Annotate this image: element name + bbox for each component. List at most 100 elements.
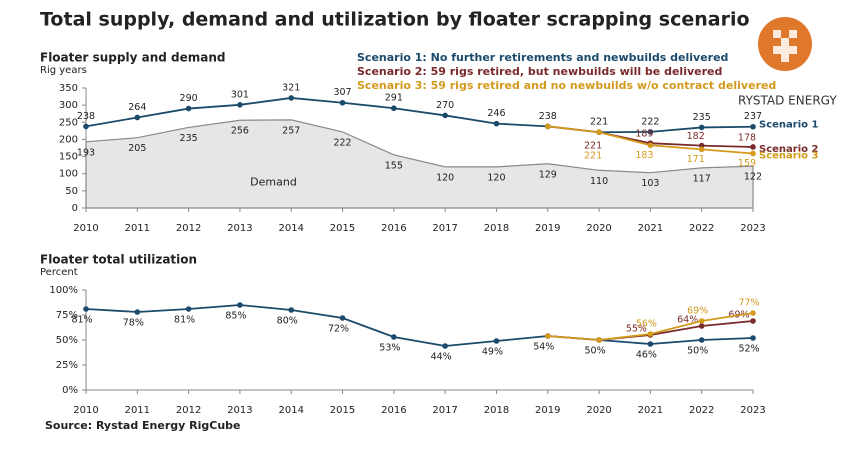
data-label: 81% <box>174 315 195 326</box>
point <box>544 123 551 130</box>
point <box>442 112 448 119</box>
point <box>185 105 192 112</box>
data-label: 50% <box>585 346 606 357</box>
y-tick-label: 50% <box>56 335 78 346</box>
point <box>596 337 602 343</box>
data-label: 122 <box>744 172 762 183</box>
data-label: 50% <box>687 346 708 357</box>
line <box>85 304 754 347</box>
point <box>237 102 243 108</box>
x-tick-label: 2011 <box>125 223 150 234</box>
x-tick-label: 2022 <box>689 405 714 416</box>
point <box>391 105 397 112</box>
point <box>339 99 346 106</box>
chart-title: Floater total utilization <box>40 253 197 267</box>
x-tick-label: 2010 <box>73 405 98 416</box>
data-label: 291 <box>385 93 403 104</box>
data-label: 49% <box>482 347 503 358</box>
x-tick-label: 2017 <box>432 223 457 234</box>
main-title: Total supply, demand and utilization by … <box>40 9 750 31</box>
x-tick-label: 2023 <box>740 223 765 234</box>
logo-pattern <box>773 30 797 62</box>
source: Source: Rystad Energy RigCube <box>45 419 240 432</box>
point <box>134 309 141 315</box>
x-tick-label: 2018 <box>484 223 509 234</box>
data-label: 182 <box>687 131 705 142</box>
x-tick-label: 2017 <box>432 405 457 416</box>
data-label: 235 <box>180 133 198 144</box>
data-label: 64% <box>677 315 698 326</box>
data-label: 193 <box>77 147 95 158</box>
data-label: 270 <box>436 100 454 111</box>
data-label: 264 <box>128 102 146 113</box>
x-tick-label: 2014 <box>279 223 304 234</box>
point <box>237 302 243 308</box>
data-label: 120 <box>487 172 505 183</box>
y-axis-label: Rig years <box>40 65 87 76</box>
y-tick-label: 25% <box>56 360 78 371</box>
x-tick-label: 2021 <box>638 223 663 234</box>
point <box>493 120 500 127</box>
point <box>750 123 756 130</box>
logo: RYSTAD ENERGY <box>738 17 837 108</box>
data-label: 301 <box>231 89 249 100</box>
data-label: 246 <box>487 108 505 119</box>
y-tick-label: 200 <box>59 134 78 145</box>
data-label: 238 <box>77 111 95 122</box>
point <box>442 343 448 349</box>
x-tick-label: 2015 <box>330 223 355 234</box>
y-tick-label: 250 <box>59 117 78 128</box>
x-tick-label: 2010 <box>73 223 98 234</box>
x-tick-label: 2013 <box>227 223 252 234</box>
data-label: 55% <box>626 324 647 335</box>
area <box>85 119 754 209</box>
y-tick-label: 100 <box>59 169 78 180</box>
data-label: 257 <box>282 125 300 136</box>
y-tick-label: 350 <box>59 83 78 94</box>
y-tick-label: 100% <box>49 285 78 296</box>
point <box>750 144 756 150</box>
data-label: 237 <box>744 111 762 122</box>
data-label: 85% <box>225 311 246 322</box>
point <box>596 129 602 136</box>
legend-entry: Scenario 1: No further retirements and n… <box>357 51 728 64</box>
data-label: 171 <box>687 154 705 165</box>
x-tick-label: 2023 <box>740 405 765 416</box>
point <box>698 146 705 153</box>
x-tick-label: 2019 <box>535 405 560 416</box>
data-label: 205 <box>128 143 146 154</box>
point <box>750 318 756 324</box>
point <box>83 123 89 130</box>
x-tick-label: 2020 <box>586 223 611 234</box>
y-tick-label: 300 <box>59 100 78 111</box>
x-tick-label: 2022 <box>689 223 714 234</box>
series-end-label: Scenario 3 <box>759 150 818 161</box>
point <box>647 142 654 149</box>
x-tick-label: 2015 <box>330 405 355 416</box>
y-tick-label: 75% <box>56 310 78 321</box>
data-label: 321 <box>282 82 300 93</box>
x-tick-label: 2016 <box>381 405 406 416</box>
point <box>750 335 756 341</box>
point <box>134 114 141 121</box>
data-label: 44% <box>431 352 452 363</box>
data-label: 81% <box>71 315 92 326</box>
data-label: 80% <box>277 316 298 327</box>
data-label: 189 <box>635 129 653 140</box>
x-tick-label: 2012 <box>176 405 201 416</box>
data-label: 103 <box>641 178 659 189</box>
point <box>185 306 192 312</box>
point <box>339 315 346 321</box>
x-tick-label: 2014 <box>279 405 304 416</box>
data-label: 129 <box>539 169 557 180</box>
point <box>698 323 705 329</box>
point <box>750 150 756 157</box>
x-tick-label: 2019 <box>535 223 560 234</box>
data-label: 238 <box>539 111 557 122</box>
area-label: Demand <box>250 175 297 188</box>
series-end-label: Scenario 1 <box>759 120 818 131</box>
data-label: 221 <box>590 117 608 128</box>
data-label: 178 <box>738 132 756 143</box>
